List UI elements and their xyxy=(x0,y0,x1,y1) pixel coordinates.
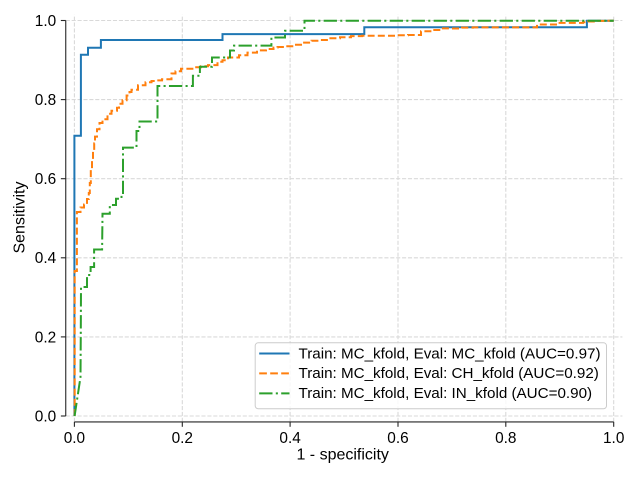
svg-text:0.8: 0.8 xyxy=(495,430,516,447)
svg-text:0.0: 0.0 xyxy=(64,430,85,447)
svg-text:Train: MC_kfold, Eval: MC_kfol: Train: MC_kfold, Eval: MC_kfold (AUC=0.9… xyxy=(299,345,601,362)
svg-text:0.6: 0.6 xyxy=(387,430,408,447)
svg-text:1.0: 1.0 xyxy=(35,13,56,30)
svg-text:0.2: 0.2 xyxy=(172,430,193,447)
svg-text:0.8: 0.8 xyxy=(35,92,56,109)
svg-text:1.0: 1.0 xyxy=(603,430,624,447)
svg-text:1 - specificity: 1 - specificity xyxy=(296,447,388,464)
svg-text:Train: MC_kfold, Eval: IN_kfol: Train: MC_kfold, Eval: IN_kfold (AUC=0.9… xyxy=(299,385,593,402)
svg-text:0.4: 0.4 xyxy=(35,250,57,267)
svg-text:Sensitivity: Sensitivity xyxy=(12,181,29,253)
svg-text:0.0: 0.0 xyxy=(35,408,56,425)
svg-text:0.6: 0.6 xyxy=(35,171,56,188)
svg-text:Train: MC_kfold, Eval: CH_kfol: Train: MC_kfold, Eval: CH_kfold (AUC=0.9… xyxy=(299,365,599,382)
svg-text:0.2: 0.2 xyxy=(35,329,56,346)
svg-text:0.4: 0.4 xyxy=(279,430,301,447)
